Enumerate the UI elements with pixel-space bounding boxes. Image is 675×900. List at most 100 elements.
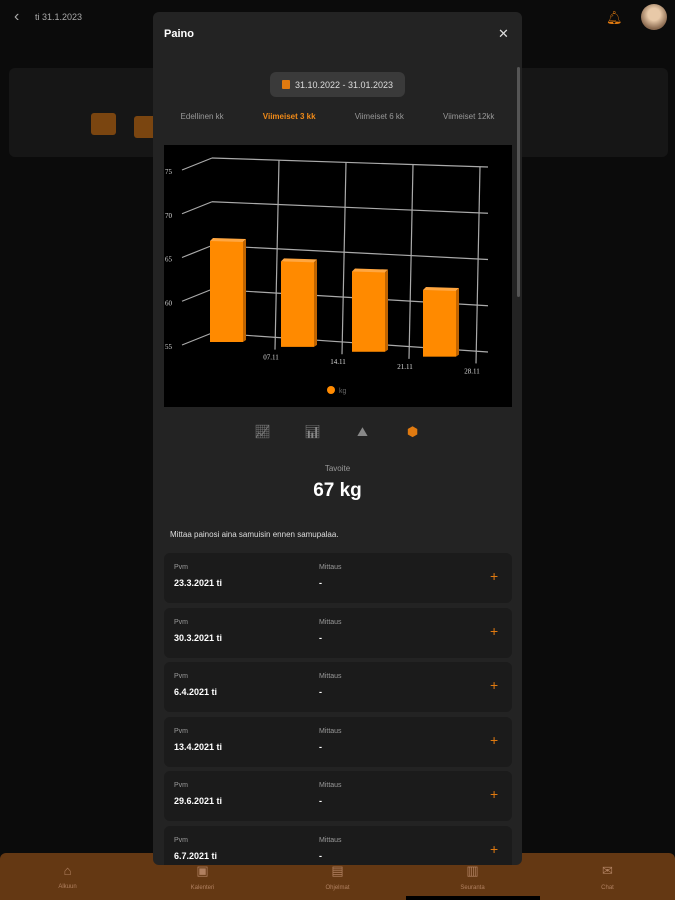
grid-line	[181, 157, 213, 171]
list-item[interactable]: Pvm 29.6.2021 ti Mittaus - +	[164, 771, 512, 822]
measurement-value: -	[319, 796, 322, 807]
y-tick-label: 65	[165, 256, 173, 264]
list-item[interactable]: Pvm 6.7.2021 ti Mittaus - +	[164, 826, 512, 865]
nav-item-seuranta[interactable]: ▥ Seuranta	[405, 853, 540, 900]
y-tick-label: 75	[165, 168, 173, 176]
list-item[interactable]: Pvm 13.4.2021 ti Mittaus - +	[164, 716, 512, 767]
close-icon[interactable]: ✕	[498, 26, 509, 41]
current-date: ti 31.1.2023	[35, 12, 83, 22]
date-range-button[interactable]: 31.10.2022 - 31.01.2023	[270, 72, 405, 97]
nav-label: Seuranta	[460, 885, 485, 891]
add-icon[interactable]: +	[490, 568, 499, 584]
bar-side	[385, 269, 388, 352]
measurement-label: Mittaus	[319, 673, 342, 681]
bar	[210, 240, 243, 342]
date-value: 30.3.2021 ti	[174, 632, 223, 643]
bar-chart-icon[interactable]: 📊︎	[304, 424, 321, 439]
bar	[281, 261, 314, 347]
date-value: 29.6.2021 ti	[174, 796, 223, 807]
date-label: Pvm	[174, 727, 188, 735]
measurement-value: -	[319, 741, 322, 752]
measurement-value: -	[319, 632, 322, 643]
measurement-value: -	[319, 578, 322, 588]
period-tabs: Edellinen kk Viimeiset 3 kk Viimeiset 6 kk…	[153, 112, 522, 121]
grid-line	[211, 201, 489, 214]
date-value: 6.7.2021 ti	[174, 851, 218, 861]
chat-icon: ✉	[602, 863, 613, 878]
tab-0[interactable]: Edellinen kk	[180, 112, 224, 121]
bar-top	[281, 258, 317, 263]
calendar-icon	[281, 80, 290, 89]
x-tick-label: 07.11	[263, 354, 279, 362]
list-item[interactable]: Pvm 6.4.2021 ti Mittaus - +	[164, 662, 512, 713]
tab-1[interactable]: Viimeiset 3 kk	[262, 112, 316, 121]
add-icon[interactable]: +	[490, 731, 499, 748]
grid-line	[408, 164, 414, 359]
tab-3[interactable]: Viimeiset 12kk	[443, 112, 495, 121]
date-label: Pvm	[174, 837, 188, 844]
date-label: Pvm	[174, 782, 188, 790]
grid-line	[181, 244, 213, 259]
nav-item-alkuun[interactable]: ⌂ Alkuun	[0, 853, 135, 900]
home-indicator	[406, 896, 540, 900]
date-range-text: 31.10.2022 - 31.01.2023	[294, 79, 394, 90]
y-tick-label: 55	[165, 343, 173, 351]
scrollbar[interactable]	[517, 67, 520, 297]
chart-type-selector: 📈︎ 📊︎ ⛰︎ ⬢	[153, 424, 522, 440]
date-value: 23.3.2021 ti	[174, 578, 223, 588]
tab-2[interactable]: Viimeiset 6 kk	[354, 112, 404, 121]
measurement-label: Mittaus	[319, 782, 342, 790]
back-icon[interactable]: ‹	[14, 8, 20, 25]
grid-line	[181, 201, 213, 215]
goal-value: 67 kg	[313, 480, 362, 501]
measurement-label: Mittaus	[319, 618, 342, 626]
seuranta-icon: ▥	[466, 863, 479, 878]
add-icon[interactable]: +	[490, 622, 499, 639]
alkuun-icon: ⌂	[63, 863, 72, 878]
x-tick-label: 28.11	[464, 367, 480, 375]
grid-line	[274, 160, 280, 350]
date-value: 13.4.2021 ti	[174, 741, 223, 752]
x-tick-label: 14.11	[330, 358, 346, 366]
legend-marker	[327, 386, 335, 394]
grid-line	[341, 162, 347, 355]
ohjelmat-icon: ▤	[331, 863, 344, 878]
grid-line	[211, 244, 489, 261]
nav-item-chat[interactable]: ✉ Chat	[540, 853, 675, 900]
bar	[423, 290, 456, 357]
nav-label: Kalenteri	[190, 885, 215, 891]
line-chart-icon[interactable]: 📈︎	[254, 424, 271, 439]
date-label: Pvm	[174, 673, 188, 681]
grid-line	[181, 332, 213, 346]
bar-top	[423, 287, 459, 292]
grid-line	[181, 288, 213, 302]
list-item[interactable]: Pvm 30.3.2021 ti Mittaus - +	[164, 607, 512, 658]
bar-top	[210, 237, 246, 242]
3d-cube-icon[interactable]: ⬢	[406, 424, 419, 439]
weight-chart: 55 60 65 70 75 07.11 14.11 21.11 28.11 kg	[164, 145, 512, 407]
kalenteri-icon: ▣	[196, 863, 209, 878]
bar-side	[456, 288, 459, 357]
y-tick-label: 70	[165, 212, 173, 220]
measurement-value: -	[319, 687, 322, 698]
nav-item-kalenteri[interactable]: ▣ Kalenteri	[135, 853, 270, 900]
measurement-label: Mittaus	[319, 837, 342, 844]
list-item[interactable]: Pvm 23.3.2021 ti Mittaus - +	[164, 553, 512, 603]
bell-icon[interactable]: 🔔︎	[606, 10, 623, 25]
measurement-value: -	[319, 851, 322, 861]
orange-block	[134, 116, 159, 138]
add-icon[interactable]: +	[490, 677, 499, 694]
avatar[interactable]	[641, 4, 667, 30]
goal-label: Tavoite	[324, 464, 351, 473]
weight-modal: Paino ✕ 31.10.2022 - 31.01.2023 Edelline…	[153, 12, 522, 865]
add-icon[interactable]: +	[490, 786, 499, 803]
nav-label: Chat	[601, 885, 614, 891]
nav-item-ohjelmat[interactable]: ▤ Ohjelmat	[270, 853, 405, 900]
nav-label: Ohjelmat	[325, 885, 350, 891]
add-icon[interactable]: +	[490, 841, 499, 857]
area-chart-icon[interactable]: ⛰︎	[357, 424, 368, 439]
date-label: Pvm	[174, 618, 188, 626]
date-value: 6.4.2021 ti	[174, 687, 218, 698]
grid-line	[475, 166, 481, 364]
bar-side	[314, 259, 317, 347]
